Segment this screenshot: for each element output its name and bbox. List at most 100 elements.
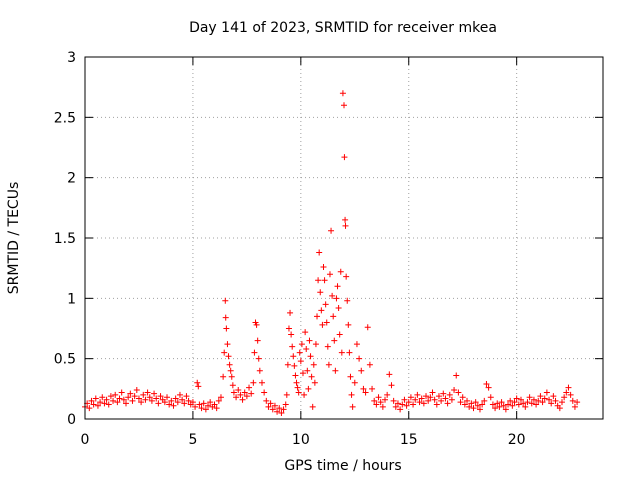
data-point [485,384,492,391]
data-point [533,401,540,408]
data-point [172,395,179,402]
data-point [296,349,303,356]
data-point [394,400,401,407]
data-point [142,396,149,403]
data-point [423,393,430,400]
data-point [548,400,555,407]
data-point [369,385,376,392]
data-point [339,90,346,97]
data-point [274,408,281,415]
data-point [435,393,442,400]
data-point [571,403,578,410]
x-tick-label: 0 [81,432,90,448]
data-point [472,399,479,406]
data-point [174,399,181,406]
data-point [271,402,278,409]
data-point [321,277,328,284]
data-point [123,400,130,407]
data-point [325,361,332,368]
data-point [133,387,140,394]
data-point [253,321,260,328]
data-point [453,372,460,379]
data-point [399,401,406,408]
y-tick-label: 0 [67,412,76,428]
data-point [312,341,319,348]
data-point [371,397,378,404]
data-point [444,400,451,407]
data-point [319,321,326,328]
data-point [120,396,127,403]
y-tick-label: 1 [67,291,76,307]
data-point [334,283,341,290]
data-point [230,389,237,396]
data-point [511,399,518,406]
data-point [333,295,340,302]
data-point [338,349,345,356]
data-point [298,341,305,348]
data-point [316,249,323,256]
data-point [237,391,244,398]
data-point [284,361,291,368]
data-point [228,373,235,380]
data-point [466,403,473,410]
data-point [492,405,499,412]
data-point [183,393,190,400]
data-point [522,403,529,410]
data-point [265,403,272,410]
data-point [335,304,342,311]
data-point [433,401,440,408]
data-point [86,405,93,412]
data-point [185,397,192,404]
y-tick-label: 1.5 [54,231,76,247]
data-point [310,361,317,368]
data-point [276,405,283,412]
data-point [342,216,349,223]
data-point [235,387,242,394]
data-point [341,154,348,161]
data-point [382,396,389,403]
data-point [222,297,229,304]
data-point [412,396,419,403]
data-point [283,391,290,398]
data-point [451,387,458,394]
data-point [349,403,356,410]
data-point [502,406,509,413]
data-point [420,400,427,407]
chart-title: Day 141 of 2023, SRMTID for receiver mke… [189,20,497,36]
data-point [304,367,311,374]
y-axis-label: SRMTID / TECUs [6,182,22,295]
data-point [362,389,369,396]
data-point [348,391,355,398]
x-tick-label: 5 [188,432,197,448]
data-point [364,324,371,331]
data-point [148,397,155,404]
data-point [129,397,136,404]
data-point [222,314,229,321]
data-point [225,353,232,360]
data-point [144,389,151,396]
data-point [461,401,468,408]
data-point [303,346,310,353]
data-point [155,400,162,407]
data-point [388,382,395,389]
data-point [256,367,263,374]
data-point [341,102,347,109]
data-point [373,401,380,408]
data-point [227,367,234,374]
data-point [528,400,535,407]
data-point [118,389,125,396]
data-point [476,406,483,413]
data-point [323,319,330,326]
data-point [344,297,351,304]
data-point [377,399,384,406]
data-point [278,409,285,416]
data-point [311,379,318,386]
data-point [220,373,227,380]
data-point [414,391,421,398]
data-point [483,381,490,388]
data-point [322,301,329,308]
data-point [346,349,353,356]
data-point [205,402,212,409]
data-point [168,397,175,404]
